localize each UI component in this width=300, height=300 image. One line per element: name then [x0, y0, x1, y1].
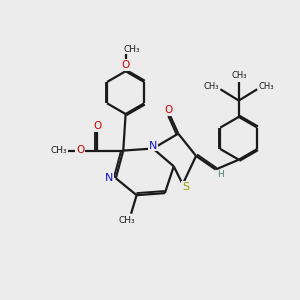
Text: CH₃: CH₃: [118, 216, 135, 225]
Text: O: O: [76, 145, 84, 155]
Text: CH₃: CH₃: [204, 82, 219, 91]
Text: CH₃: CH₃: [258, 82, 274, 91]
Text: N: N: [105, 172, 113, 183]
Text: CH₃: CH₃: [124, 45, 140, 54]
Text: CH₃: CH₃: [231, 71, 247, 80]
Text: N: N: [149, 140, 157, 151]
Text: O: O: [93, 121, 101, 131]
Text: H: H: [217, 170, 224, 179]
Text: O: O: [122, 60, 130, 70]
Text: O: O: [164, 105, 172, 115]
Text: S: S: [182, 182, 189, 192]
Text: CH₃: CH₃: [51, 146, 68, 154]
